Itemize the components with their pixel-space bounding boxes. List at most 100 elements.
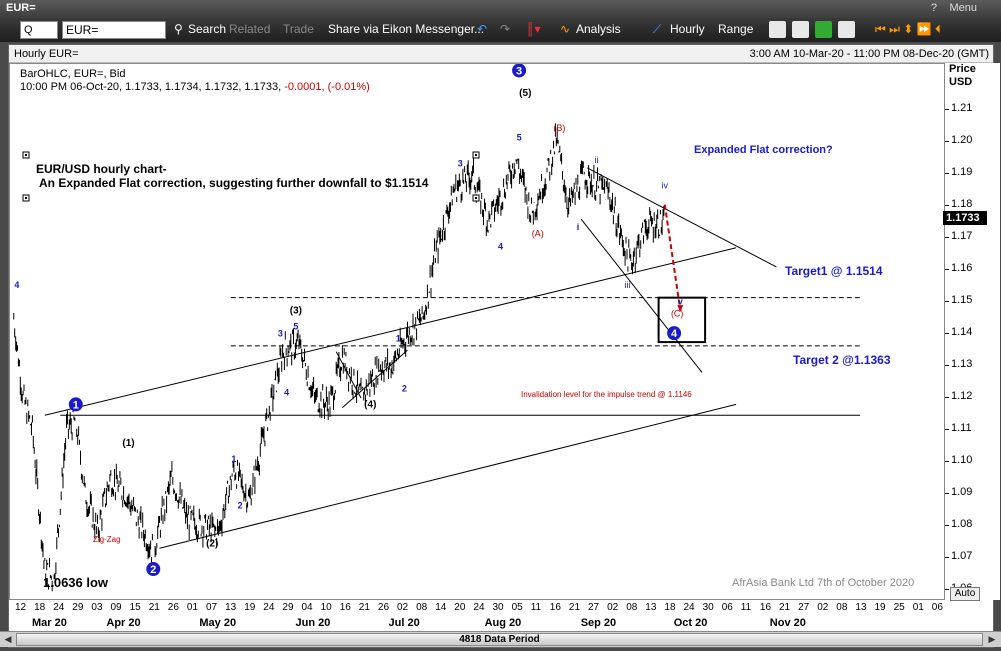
price-tick-mark (945, 237, 949, 239)
analysis-icon[interactable]: ∿ (560, 22, 571, 36)
price-tick: 1.21 (951, 102, 973, 115)
wave-label-10: 2 (238, 500, 243, 510)
wave-label-7: (4) (364, 400, 376, 411)
day-tick: 21 (568, 602, 581, 613)
price-tick: 1.07 (951, 549, 973, 562)
day-tick: 25 (893, 602, 905, 613)
price-chart-svg[interactable]: 1234(1)(2)(3)(4)(5)1234512345(B)(A)(C)ii… (10, 64, 945, 600)
wave-label-3: 3 (516, 65, 522, 77)
day-tick: 14 (435, 602, 447, 613)
wave-label-4: (1) (122, 438, 134, 449)
price-tick-mark (945, 365, 949, 367)
trendline-2 (159, 403, 737, 549)
wave-label-17: 4 (498, 241, 503, 251)
day-tick: 27 (588, 602, 600, 613)
chart-title-bar: Hourly EUR= 3:00 AM 10-Mar-20 - 11:00 PM… (9, 45, 993, 63)
compare-icon[interactable] (792, 21, 809, 38)
invalidation-annotation: Invalidation level for the impulse trend… (521, 390, 692, 399)
auto-scale-button[interactable]: Auto (950, 587, 980, 601)
wave-label-19: (B) (553, 123, 565, 133)
wave-label-9: 1 (231, 454, 236, 464)
day-tick: 13 (225, 602, 237, 613)
day-tick: 29 (282, 602, 294, 613)
plot-area[interactable]: 1 2 3 4 (1) (2) (3) (4) (5) 1 2 3 4 5 1 2 3 4 5 (B) (A) (C) i i… (9, 63, 945, 600)
marker-dot-1 (475, 154, 477, 156)
navigation-arrows-icon[interactable]: ⏮ ⏭ ⬍ ⏩ ⏴ (875, 22, 941, 36)
trendline-8 (335, 351, 362, 399)
scroll-right-icon[interactable]: ▶ (988, 634, 996, 644)
draw-line-icon[interactable]: ⟋ (653, 22, 662, 36)
projection-arrowhead (677, 305, 684, 313)
price-axis[interactable]: 1.061.071.081.091.101.111.121.131.141.15… (945, 63, 1000, 600)
volume-icon[interactable] (815, 21, 832, 38)
day-tick: 02 (817, 602, 829, 613)
horizontal-scrollbar[interactable]: ◀ 4818 Data Period ▶ (0, 631, 1001, 647)
interval-button[interactable]: Hourly (670, 22, 705, 36)
trade-button[interactable]: Trade (283, 22, 314, 36)
day-tick: 21 (148, 602, 160, 613)
day-tick: 20 (454, 602, 466, 613)
wave-label-18: 5 (517, 133, 522, 143)
chart-date-range: 3:00 AM 10-Mar-20 - 11:00 PM 08-Dec-20 (… (749, 48, 989, 60)
bar-chart-icon[interactable]: ║▾ (526, 22, 541, 36)
wave-label-14: 1 (396, 333, 401, 343)
legend-ohlc: 10:00 PM 06-Oct-20, 1.1733, 1.1734, 1.17… (20, 81, 282, 93)
month-tick: May 20 (199, 617, 237, 629)
month-tick: Mar 20 (32, 617, 67, 629)
day-tick: 03 (91, 602, 103, 613)
legend-change: -0.0001, (-0.01%) (284, 81, 370, 93)
price-tick-mark (945, 109, 949, 111)
trendline-3 (587, 167, 777, 268)
marker-dot-2 (25, 197, 27, 199)
window-titlebar: EUR= ? Menu (0, 0, 1001, 18)
expanded-flat-annotation: Expanded Flat correction? (694, 144, 833, 156)
legend-line-2: 10:00 PM 06-Oct-20, 1.1733, 1.1734, 1.17… (20, 81, 370, 94)
day-tick: 21 (779, 602, 791, 613)
range-button[interactable]: Range (718, 22, 754, 36)
chart-type-icon[interactable] (769, 21, 786, 38)
help-icon[interactable]: ? (930, 2, 937, 14)
share-button[interactable]: Share via Eikon Messenger... (328, 22, 485, 36)
month-tick: Apr 20 (106, 617, 141, 629)
day-tick: 18 (34, 602, 46, 613)
day-tick: 29 (72, 602, 84, 613)
wave-label-12: 4 (284, 387, 289, 397)
day-tick: 13 (645, 602, 657, 613)
search-button[interactable]: Search (188, 22, 227, 36)
day-tick: 26 (377, 602, 390, 613)
grid-icon[interactable] (838, 21, 855, 38)
wave-label-21: (C) (671, 309, 684, 319)
menu-button[interactable]: Menu (949, 2, 977, 14)
ric-input[interactable] (62, 21, 166, 39)
undo-icon[interactable]: ↶ (477, 22, 488, 36)
wave-label-6: (3) (290, 305, 302, 316)
wave-label-13: 5 (293, 321, 298, 331)
price-tick: 1.10 (951, 453, 973, 466)
scroll-thumb[interactable]: 4818 Data Period (16, 633, 983, 646)
low-annotation: 1.0636 low (43, 575, 109, 590)
day-tick: 24 (473, 602, 485, 613)
wave-label-8: (5) (519, 88, 531, 99)
price-tick: 1.14 (951, 326, 973, 339)
day-tick: 07 (206, 602, 218, 613)
day-tick: 24 (683, 602, 695, 613)
watermark: AfrAsia Bank Ltd 7th of October 2020 (732, 577, 915, 589)
date-axis[interactable]: 12 18 24 29 03 09 15 21 26 01 07 13 19 24 29 04 10 16 21 26… (9, 600, 945, 630)
price-tick-mark (945, 269, 949, 271)
day-tick: 06 (721, 602, 733, 613)
analysis-button[interactable]: Analysis (576, 22, 621, 36)
wave-label-22: i (577, 222, 580, 232)
wave-label-5: (2) (206, 539, 218, 550)
day-tick: 01 (186, 602, 199, 613)
ric-type-select[interactable]: Q (20, 21, 58, 39)
search-icon[interactable]: ⚲ (174, 22, 183, 36)
currency-label: USD (949, 76, 973, 88)
redo-icon[interactable]: ↷ (500, 22, 511, 36)
day-tick: 12 (15, 602, 27, 613)
wave-label-11: 3 (278, 329, 283, 339)
title-annotation-1: EUR/USD hourly chart- (36, 162, 167, 176)
related-button[interactable]: Related (229, 22, 271, 36)
price-tick: 1.16 (951, 262, 973, 275)
scroll-left-icon[interactable]: ◀ (4, 634, 12, 644)
wave-label-15: 2 (402, 384, 407, 394)
